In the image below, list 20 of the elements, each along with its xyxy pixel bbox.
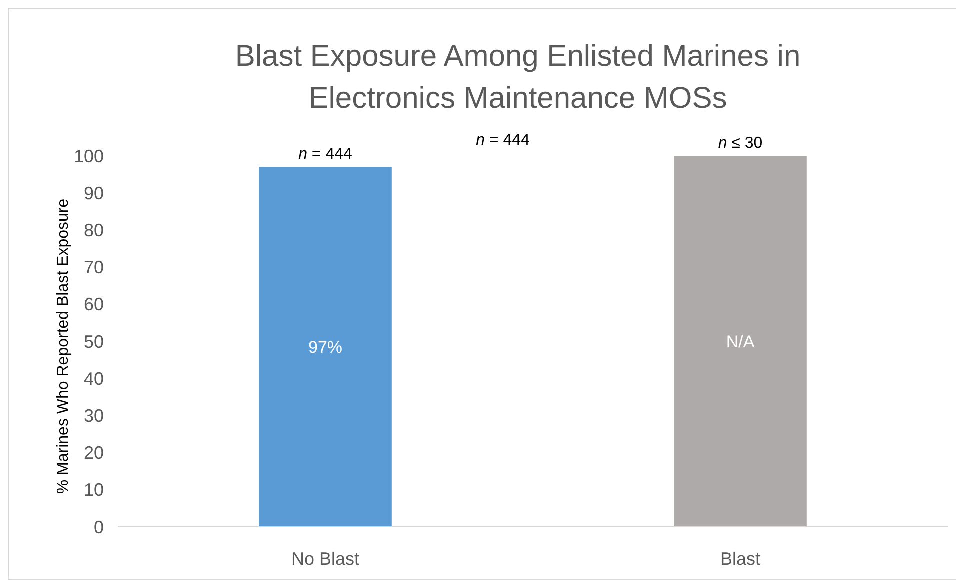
y-tick-label: 80 bbox=[84, 220, 104, 240]
annotation: n = 444 bbox=[298, 146, 353, 164]
y-tick-label: 50 bbox=[84, 332, 104, 352]
y-tick-label: 100 bbox=[74, 146, 104, 166]
x-tick-label: Blast bbox=[720, 549, 761, 569]
y-tick-label: 30 bbox=[84, 406, 104, 426]
y-tick-label: 90 bbox=[84, 183, 104, 204]
y-tick-label: 20 bbox=[84, 443, 104, 464]
data-label: 97% bbox=[308, 338, 343, 358]
y-tick-label: 0 bbox=[94, 517, 104, 538]
x-tick-label: No Blast bbox=[291, 549, 360, 569]
text: n = 444 bbox=[476, 132, 530, 149]
chart-title: Blast Exposure Among Enlisted Marines in Electronics Maintenance MOSs bbox=[235, 40, 801, 115]
y-tick-label: 70 bbox=[84, 258, 104, 278]
y-tick-label: 40 bbox=[84, 368, 104, 389]
y-tick-label: 10 bbox=[84, 480, 104, 500]
y-tick-label: 60 bbox=[84, 294, 104, 315]
y-axis-title: % Marines Who Reported Blast Exposure bbox=[55, 198, 72, 494]
data-label: N/A bbox=[726, 332, 756, 352]
annotation: n ≤ 30 bbox=[718, 135, 763, 152]
